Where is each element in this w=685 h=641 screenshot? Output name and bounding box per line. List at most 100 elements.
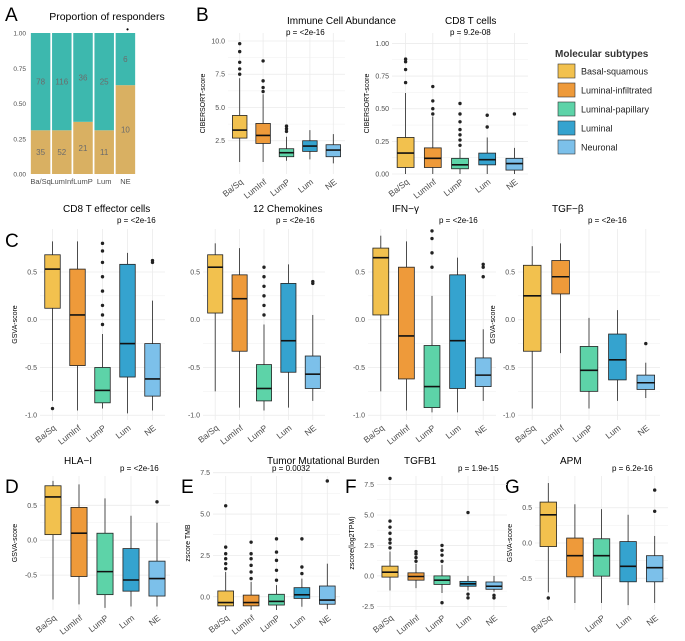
y-axis-label: zscore(log2TPM) [349, 516, 356, 569]
outlier-point [262, 275, 266, 279]
panel-letter-d: D [5, 477, 19, 498]
y-tick-label: 7.5 [200, 470, 210, 477]
bar-count-label: 10 [121, 126, 130, 135]
outlier-point [261, 85, 265, 90]
y-tick-label: 0.00 [375, 172, 389, 179]
y-tick-label: -1.0 [503, 413, 515, 420]
outlier-point [430, 229, 434, 233]
y-tick-label: 0.75 [375, 74, 389, 81]
marker-dot: • [126, 25, 129, 34]
p-value-label: p = <2e-16 [117, 216, 156, 225]
x-tick-label: Lum [603, 423, 622, 441]
y-tick-label: 0.75 [13, 66, 26, 73]
panel-letter-f: F [345, 477, 357, 498]
outlier-point [458, 133, 462, 137]
x-tick-label: Ba/Sq [513, 423, 538, 445]
legend-swatch [557, 139, 576, 155]
box [619, 541, 637, 583]
y-tick-label: 0.0 [522, 541, 532, 548]
outlier-point [150, 258, 155, 263]
box [232, 115, 248, 139]
p-value-label: p = <2e-16 [276, 216, 315, 225]
outlier-point [414, 552, 418, 556]
outlier-point [224, 557, 228, 561]
p-value-label: p = 1.9e-15 [458, 464, 499, 473]
box [592, 538, 611, 577]
outlier-point [458, 120, 462, 124]
box [539, 501, 557, 547]
outlier-point [224, 552, 228, 556]
outlier-point [388, 519, 392, 523]
x-tick-label: Ba/Sq [362, 423, 387, 445]
outlier-point [430, 236, 434, 241]
y-tick-label: 0.0 [364, 573, 374, 580]
bar-count-label: 52 [57, 148, 66, 157]
y-tick-label: 0.0 [190, 317, 200, 324]
box [44, 254, 61, 309]
outlier-point [492, 596, 496, 600]
y-tick-label: -0.5 [503, 365, 515, 372]
x-tick-label: LumInf [230, 612, 257, 636]
bar-count-label: 35 [36, 148, 45, 157]
x-tick-label: LumP [424, 613, 448, 635]
x-tick-label: Ba/Sq [33, 423, 58, 445]
box [122, 548, 140, 592]
box [522, 264, 542, 352]
y-tick-label: 7.5 [215, 72, 225, 79]
y-axis-label: CIBERSORT-score [364, 74, 371, 134]
outlier-point [261, 79, 265, 83]
bar-responder [115, 33, 136, 86]
x-tick-label: LumInf [385, 422, 412, 446]
bar-count-label: 25 [100, 78, 109, 87]
x-tick-label: NE [323, 176, 339, 191]
outlier-point [431, 84, 435, 89]
bar-count-label: 78 [36, 78, 45, 87]
outlier-point [481, 265, 485, 269]
outlier-point [388, 546, 392, 550]
y-tick-label: 0.50 [375, 106, 389, 113]
x-tick-label: LumP [268, 177, 292, 199]
box [231, 274, 248, 352]
x-tick-label: LumInf [242, 176, 269, 200]
box [372, 247, 390, 316]
chart-a: 0.000.250.500.751.003578Ba/Sq52116LumInf… [13, 11, 164, 186]
outlier-point [440, 543, 444, 548]
outlier-point [414, 549, 418, 554]
bar-nonresponder [73, 121, 93, 174]
y-tick-label: -2.5 [362, 604, 374, 611]
outlier-point [284, 124, 289, 128]
box [319, 585, 336, 605]
chart-f: -2.5 0.0 2.5 5.0 7.5 Ba/Sq LumInf LumP Lum NE TGFB… [349, 456, 507, 637]
outlier-point [430, 265, 434, 269]
y-axis-label: GSVA-score [507, 524, 514, 562]
y-tick-label: 0.5 [355, 269, 365, 276]
box [94, 367, 111, 404]
outlier-point [458, 101, 462, 106]
panel-letter-a: A [5, 5, 18, 26]
legend-label: Neuronal [581, 143, 618, 153]
y-axis-label: GSVA-score [12, 524, 19, 562]
outlier-point [155, 500, 159, 504]
box [242, 594, 260, 607]
x-tick-label: Lum [614, 613, 633, 631]
outlier-point [238, 67, 242, 71]
outlier-point [388, 537, 392, 542]
bar-responder [94, 33, 114, 131]
outlier-point [100, 289, 105, 293]
p-value-label: p = <2e-16 [120, 464, 159, 473]
box [304, 355, 321, 389]
outlier-point [224, 545, 228, 549]
x-tick-label: LumP [414, 423, 438, 445]
y-tick-label: 2.5 [215, 138, 225, 145]
y-tick-label: -0.5 [25, 365, 37, 372]
box [217, 590, 234, 607]
x-tick-label: Lum [444, 423, 463, 441]
box [70, 507, 88, 577]
outlier-point [431, 99, 435, 103]
y-axis-label: GSVA-score [490, 305, 497, 343]
box [566, 537, 584, 578]
x-tick-label: LumP [571, 423, 595, 445]
